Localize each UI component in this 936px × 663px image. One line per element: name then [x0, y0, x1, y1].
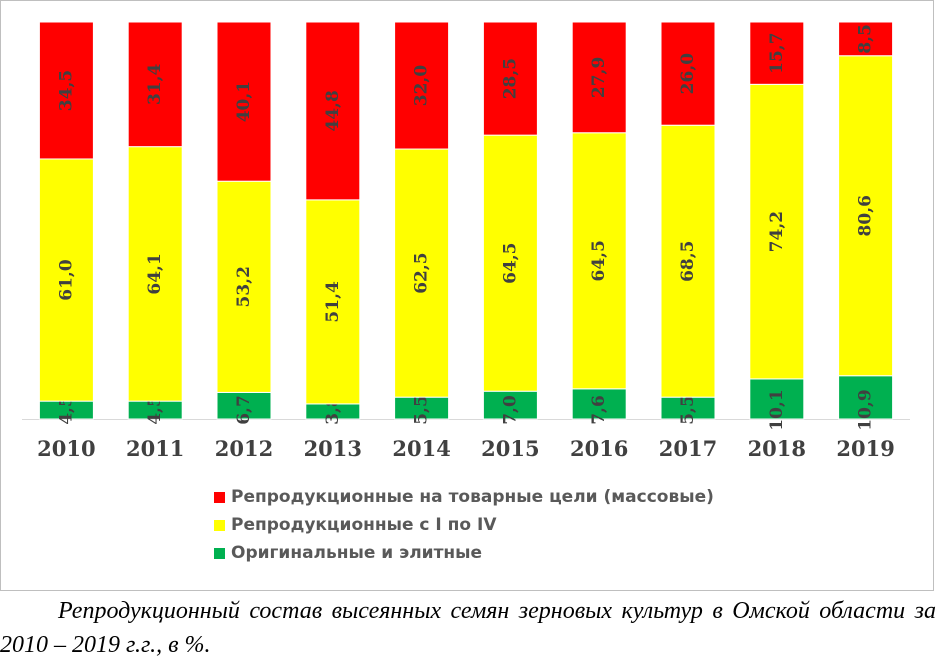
data-label-2012-s2: 40,1: [234, 81, 254, 122]
x-tick-label-2012: 2012: [215, 436, 273, 461]
x-tick-label-2019: 2019: [836, 436, 894, 461]
data-label-2017-s1: 68,5: [678, 240, 698, 281]
legend-label-mass: Репродукционные на товарные цели (массов…: [231, 487, 714, 507]
bar-segment-2011-s1: [127, 146, 183, 402]
bar-segment-2016-s1: [571, 132, 627, 390]
bar-segment-2019-s2: [838, 21, 894, 57]
data-label-2011-s0: 4,5: [145, 395, 165, 425]
data-label-2018-s1: 74,2: [767, 211, 787, 252]
data-label-2011-s1: 64,1: [145, 253, 165, 294]
data-label-2017-s2: 26,0: [678, 53, 698, 95]
data-label-2016-s0: 7,6: [589, 395, 609, 425]
data-label-2017-s0: 5,5: [678, 395, 698, 425]
data-label-2019-s1: 80,6: [856, 195, 876, 236]
bar-segment-2016-s0: [571, 388, 627, 420]
data-label-2011-s2: 31,4: [145, 63, 165, 105]
data-label-2015-s1: 64,5: [500, 242, 520, 283]
bar-segment-2016-s2: [571, 21, 627, 134]
x-tick-label-2018: 2018: [748, 436, 806, 461]
data-label-2014-s0: 5,5: [412, 395, 432, 425]
data-label-2010-s1: 61,0: [56, 259, 76, 301]
legend: Репродукционные на товарные цели (массов…: [214, 483, 714, 567]
bar-segment-2015-s1: [482, 134, 538, 392]
bar-segment-2017-s1: [660, 124, 716, 398]
bar-segment-2011-s2: [127, 21, 183, 148]
x-tick-label-2015: 2015: [481, 436, 539, 461]
data-label-2010-s2: 34,5: [56, 70, 76, 111]
bar-segment-2013-s2: [305, 21, 361, 201]
legend-label-repro: Репродукционные с I по IV: [231, 515, 497, 535]
data-label-2018-s2: 15,7: [767, 32, 787, 73]
data-label-2019-s0: 10,9: [856, 389, 876, 430]
legend-swatch-mass: [214, 491, 225, 503]
x-tick-label-2017: 2017: [659, 436, 717, 461]
bar-segment-2015-s0: [482, 390, 538, 420]
data-label-2014-s1: 62,5: [412, 252, 432, 293]
data-label-2012-s1: 53,2: [234, 266, 254, 307]
legend-item-repro: Репродукционные с I по IV: [214, 511, 714, 539]
x-tick-label-2013: 2013: [304, 436, 362, 461]
caption-text: Репродукционный состав высеянных семян з…: [0, 598, 936, 658]
data-label-2016-s1: 64,5: [589, 240, 609, 281]
bar-segment-2018-s0: [749, 378, 805, 420]
data-label-2018-s0: 10,1: [767, 389, 787, 430]
bar-segment-2012-s2: [216, 21, 272, 182]
data-label-2014-s2: 32,0: [412, 65, 432, 107]
bar-segment-2018-s2: [749, 21, 805, 85]
data-label-2019-s2: 8,5: [856, 24, 876, 54]
legend-item-original: Оригинальные и элитные: [214, 539, 714, 567]
legend-label-original: Оригинальные и элитные: [231, 543, 483, 563]
data-label-2015-s2: 28,5: [500, 58, 520, 99]
x-tick-label-2011: 2011: [126, 436, 184, 461]
data-label-2013-s2: 44,8: [323, 90, 343, 131]
bar-segment-2017-s2: [660, 21, 716, 126]
figure-caption: Репродукционный состав высеянных семян з…: [0, 594, 936, 662]
bar-segment-2012-s0: [216, 391, 272, 420]
chart-area: [0, 0, 934, 591]
bar-segment-2014-s2: [394, 21, 450, 150]
bar-segment-2014-s1: [394, 148, 450, 398]
x-tick-label-2014: 2014: [392, 436, 450, 461]
x-tick-label-2010: 2010: [37, 436, 95, 461]
data-label-2015-s0: 7,0: [500, 395, 520, 425]
legend-swatch-original: [214, 547, 225, 559]
data-label-2013-s1: 51,4: [323, 281, 343, 323]
bar-segment-2019-s0: [838, 375, 894, 420]
bar-segment-2010-s2: [38, 21, 94, 160]
x-tick-label-2016: 2016: [570, 436, 628, 461]
bar-segment-2018-s1: [749, 83, 805, 380]
data-label-2012-s0: 6,7: [234, 395, 254, 425]
legend-item-mass: Репродукционные на товарные цели (массов…: [214, 483, 714, 511]
bar-segment-2012-s1: [216, 180, 272, 393]
stacked-bar-chart: 4,5 61,0 34,5 2010 4,5 64,1 31,4 2011 6,7 53,2 40,…: [22, 21, 910, 461]
data-label-2010-s0: 4,5: [56, 395, 76, 425]
data-label-2016-s2: 27,9: [589, 57, 609, 98]
legend-swatch-repro: [214, 519, 225, 531]
bar-segment-2019-s1: [838, 55, 894, 377]
bar-segment-2015-s2: [482, 21, 538, 136]
bar-segment-2010-s1: [38, 158, 94, 402]
